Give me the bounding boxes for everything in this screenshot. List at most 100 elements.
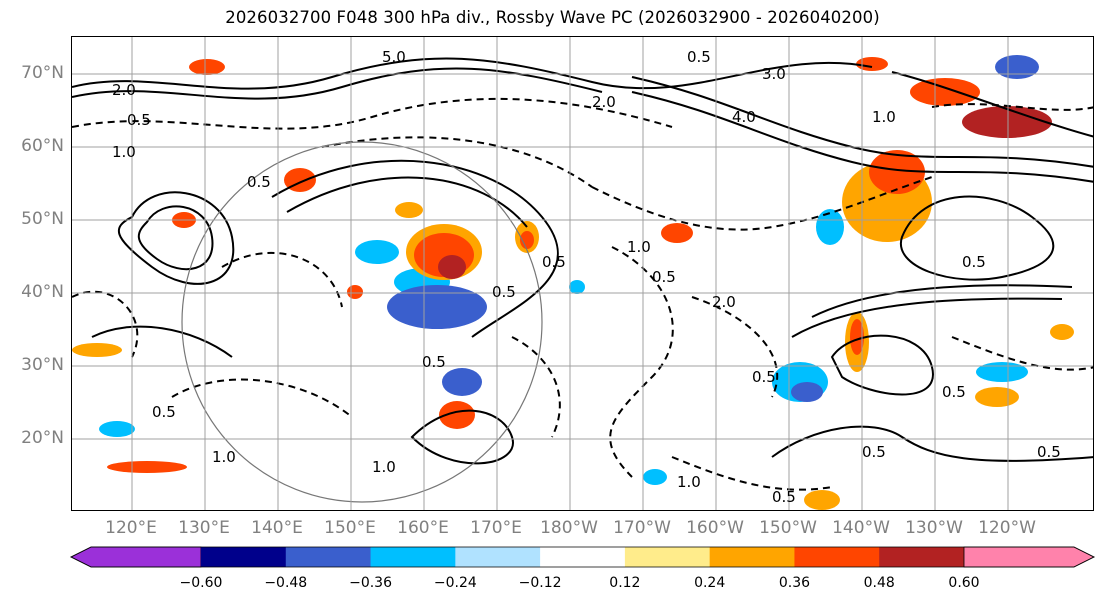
colorbar-tick-label: −0.36 <box>349 575 392 591</box>
contour-label: 0.5 <box>862 443 886 461</box>
longitude-label: 130°E <box>178 518 230 538</box>
contour-label: 0.5 <box>422 353 446 371</box>
contour-line <box>671 456 833 491</box>
contour-line <box>321 136 593 188</box>
contour-line <box>72 67 603 100</box>
shade-patch <box>976 362 1028 382</box>
longitude-label: 140°W <box>832 518 890 538</box>
rossby-wave-contours <box>72 57 1093 465</box>
colorbar-outline <box>70 546 1095 568</box>
latitude-label: 50°N <box>21 209 64 229</box>
contour-line <box>137 205 214 271</box>
latitude-label: 60°N <box>21 136 64 156</box>
shade-patch <box>869 150 925 194</box>
shade-patch <box>387 285 487 329</box>
colorbar-segment <box>370 547 456 567</box>
shade-patch <box>804 490 840 510</box>
contour-label: 1.0 <box>677 473 701 491</box>
shade-patch <box>791 382 823 402</box>
contour-line <box>72 97 673 130</box>
contour-label: 1.0 <box>112 143 136 161</box>
contour-label: 0.5 <box>942 383 966 401</box>
colorbar-segment <box>201 547 287 567</box>
contour-label: 2.0 <box>112 81 136 99</box>
contour-line <box>631 91 1093 183</box>
colorbar-tick-label: 0.12 <box>609 575 641 591</box>
contour-line <box>830 334 934 396</box>
contour-line <box>899 195 1055 281</box>
longitude-label: 130°W <box>905 518 963 538</box>
contour-label: 1.0 <box>872 108 896 126</box>
colorbar-segment <box>70 546 202 568</box>
contour-label: 5.0 <box>382 48 406 66</box>
shade-patch <box>439 401 475 429</box>
contour-label: 2.0 <box>592 93 616 111</box>
contour-label: 0.5 <box>1037 443 1061 461</box>
colorbar <box>70 546 1095 568</box>
shade-patch <box>355 240 399 264</box>
latitude-label: 70°N <box>21 63 64 83</box>
contour-line <box>221 252 343 308</box>
contour-line <box>271 159 559 338</box>
shade-patch <box>995 55 1039 79</box>
colorbar-segment <box>794 547 880 567</box>
shade-patch <box>1050 324 1074 340</box>
longitude-label: 160°W <box>686 518 744 538</box>
contour-label: 0.5 <box>687 48 711 66</box>
contour-label: 2.0 <box>712 293 736 311</box>
shade-patch <box>661 223 693 243</box>
map-canvas: 2.0 0.5 1.0 5.0 4.0 3.0 2.0 1.0 0.5 0.5 1.0 0.5 0.5 1… <box>72 37 1093 510</box>
contour-line <box>891 71 1093 138</box>
shade-patch <box>856 57 888 71</box>
shade-patch <box>850 319 864 355</box>
latitude-label: 20°N <box>21 428 64 448</box>
shade-patch <box>643 469 667 485</box>
map-panel[interactable]: 2.0 0.5 1.0 5.0 4.0 3.0 2.0 1.0 0.5 0.5 1.0 0.5 0.5 1… <box>71 36 1094 511</box>
shade-patch <box>189 59 225 75</box>
colorbar-segment <box>963 546 1095 568</box>
contour-label: 0.5 <box>152 403 176 421</box>
contour-label: 0.5 <box>962 253 986 271</box>
shade-patch <box>520 231 534 249</box>
contour-label: 0.5 <box>652 268 676 286</box>
shade-patch <box>569 280 585 294</box>
contour-line <box>286 176 528 228</box>
contour-line <box>811 284 1073 318</box>
contour-label: 0.5 <box>752 368 776 386</box>
contour-line <box>951 336 1093 371</box>
contour-label: 0.5 <box>492 283 516 301</box>
shade-patch <box>816 209 844 245</box>
colorbar-segment <box>879 547 965 567</box>
longitude-label: 160°E <box>397 518 449 538</box>
colorbar-segment <box>624 547 711 567</box>
contour-line <box>117 191 235 285</box>
contour-label: 0.5 <box>127 111 151 129</box>
shade-patch <box>347 285 363 299</box>
shade-patch <box>962 106 1052 138</box>
contour-label: 4.0 <box>732 108 756 126</box>
longitude-label: 150°W <box>759 518 817 538</box>
shade-patch <box>99 421 135 437</box>
colorbar-tick-label: −0.24 <box>433 575 477 591</box>
colorbar-tick-label: 0.36 <box>778 575 811 591</box>
contour-line <box>410 409 514 465</box>
shade-patch <box>395 202 423 218</box>
colorbar-tick-label: −0.12 <box>518 575 562 591</box>
shade-patch <box>442 368 482 396</box>
map-title: 2026032700 F048 300 hPa div., Rossby Wav… <box>225 8 880 27</box>
shade-patch <box>107 461 187 473</box>
graticule <box>72 37 1093 510</box>
contour-label: 1.0 <box>212 448 236 466</box>
colorbar-tick-label: 0.24 <box>694 575 726 591</box>
shade-patch <box>910 78 980 106</box>
shade-patch <box>975 387 1019 407</box>
longitude-label: 150°E <box>324 518 376 538</box>
contour-line <box>609 246 674 478</box>
contour-line <box>931 103 1093 111</box>
contour-label: 0.5 <box>542 253 566 271</box>
colorbar-tick-label: 0.48 <box>863 575 895 591</box>
colorbar-tick-label: 0.60 <box>948 575 980 591</box>
contour-label: 3.0 <box>762 65 786 83</box>
contour-label: 0.5 <box>772 488 796 506</box>
colorbar-segment <box>540 547 626 567</box>
